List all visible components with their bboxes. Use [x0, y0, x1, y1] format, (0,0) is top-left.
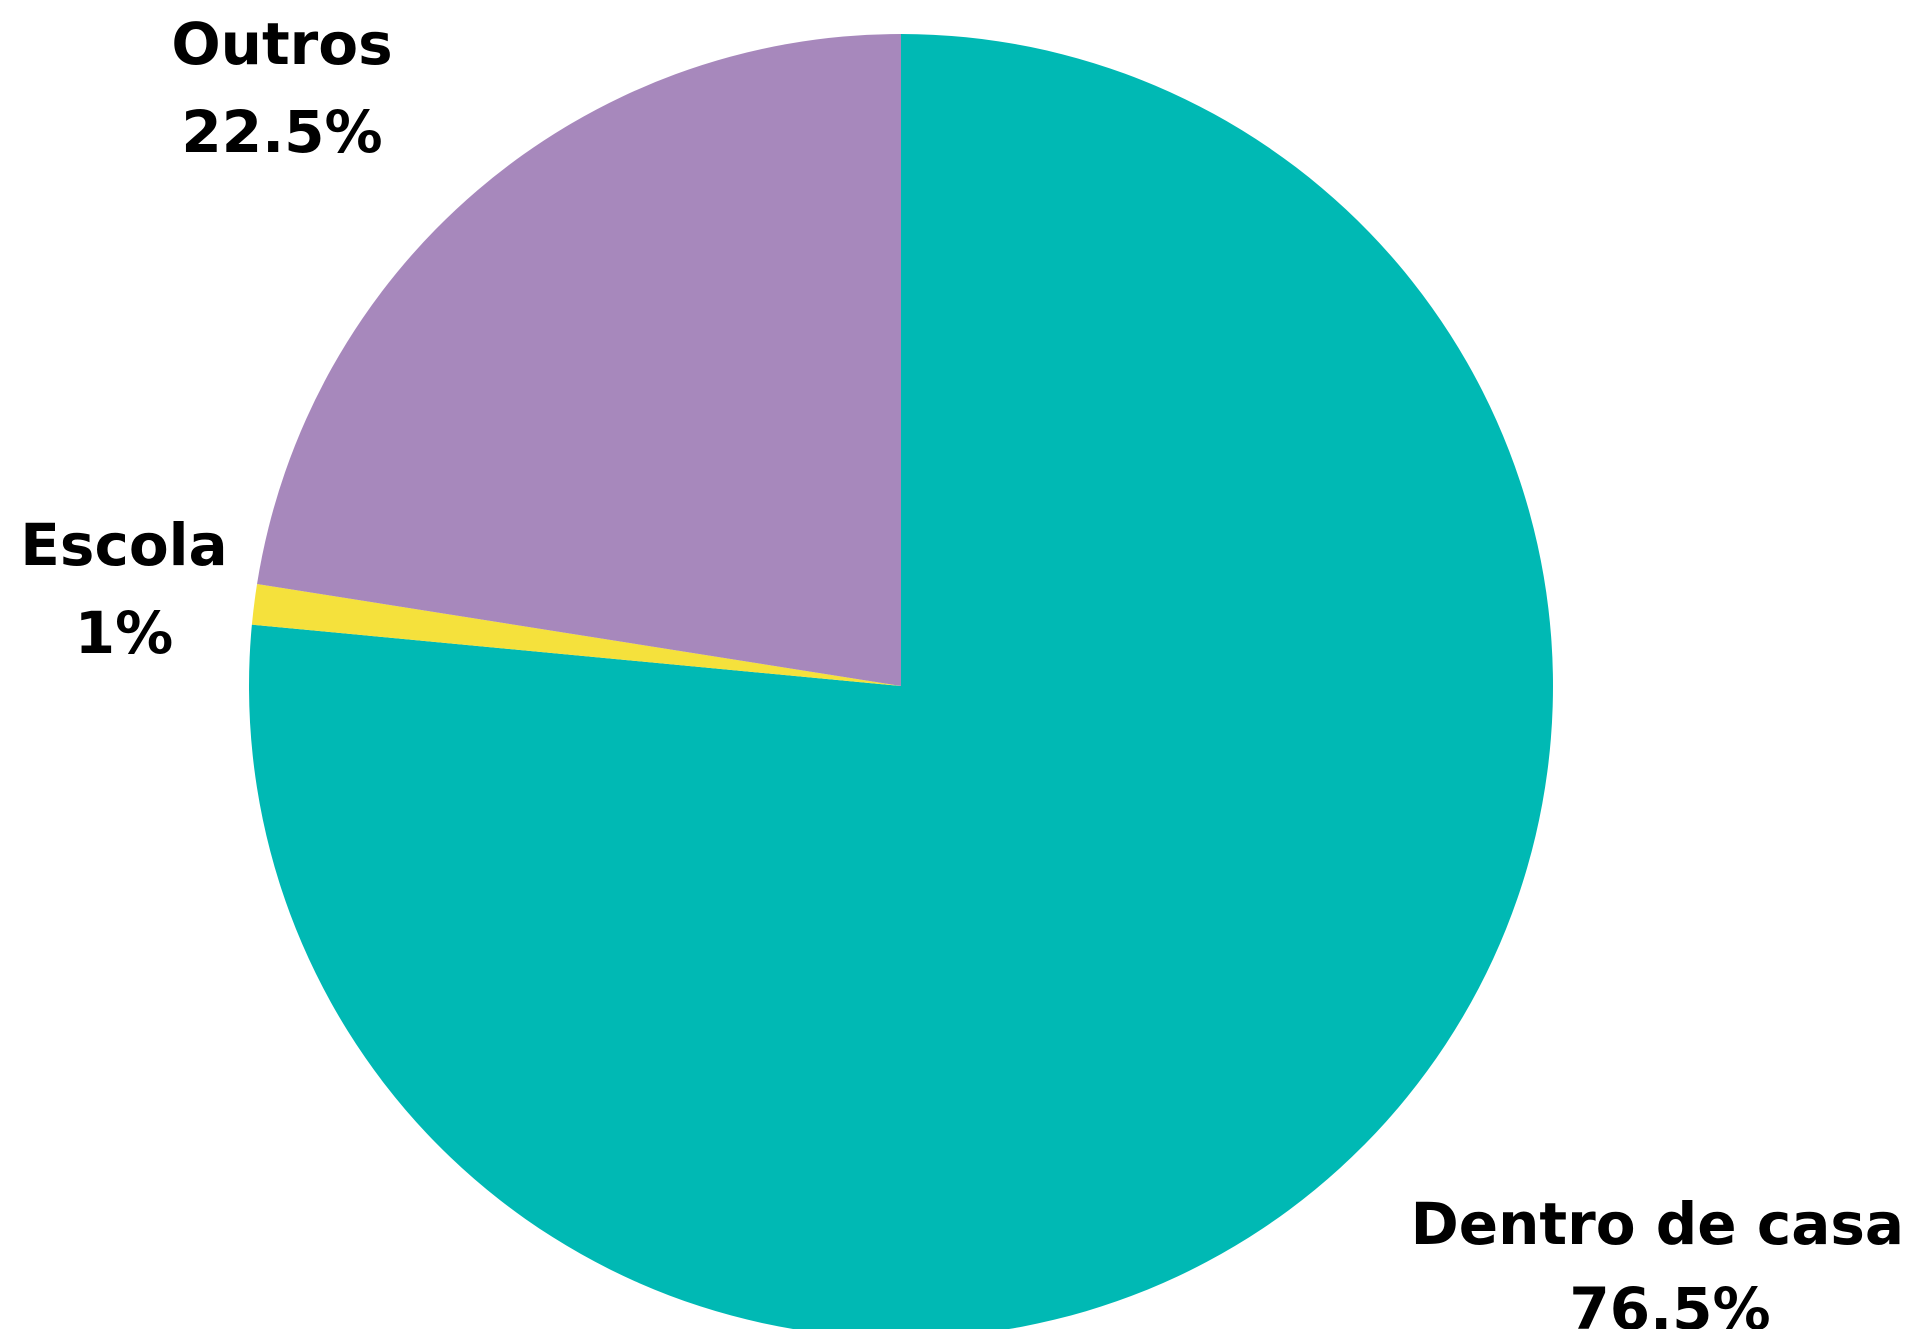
pie-labels: Outros 22.5% Escola 1% Dentro de casa 76…: [20, 10, 1904, 1329]
slice-label-outros: Outros: [171, 10, 392, 78]
slice-label-dentro-de-casa: Dentro de casa: [1411, 1190, 1904, 1258]
slice-label-escola: Escola: [20, 511, 227, 579]
pie-slice-dentro-de-casa: [249, 34, 1553, 1329]
slice-value-escola: 1%: [75, 599, 173, 667]
slice-value-outros: 22.5%: [181, 98, 382, 166]
slice-value-dentro-de-casa: 76.5%: [1569, 1275, 1770, 1329]
pie-slice-escola: [251, 584, 901, 686]
pie-slice-outros: [257, 34, 901, 686]
pie-slices: [249, 34, 1553, 1329]
